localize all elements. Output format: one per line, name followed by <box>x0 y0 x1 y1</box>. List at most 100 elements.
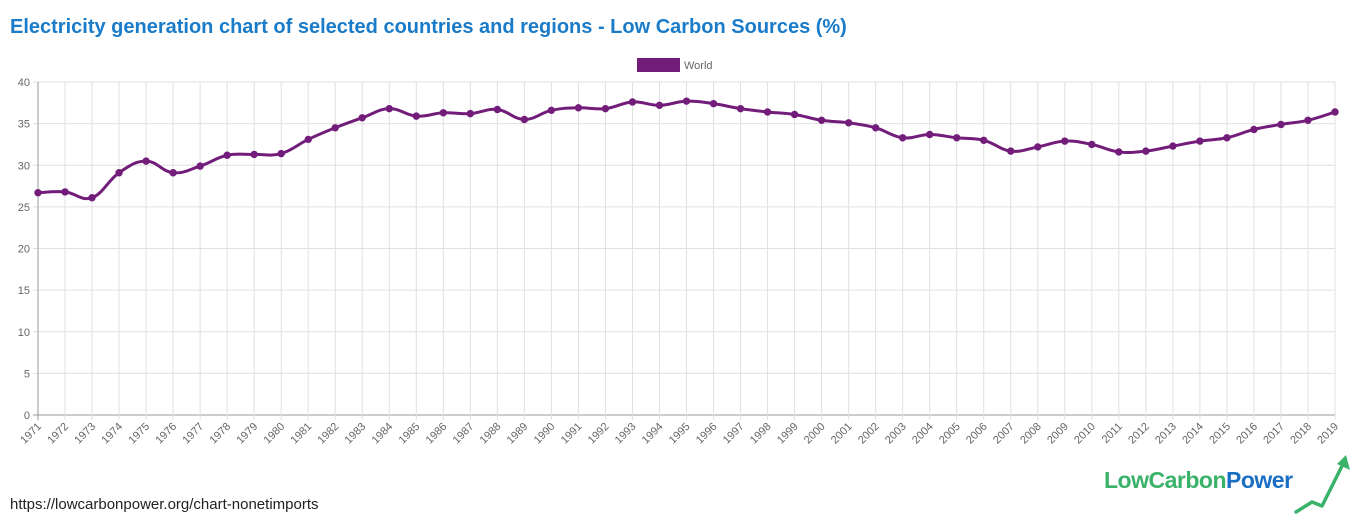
x-tick-label: 2006 <box>964 421 990 447</box>
data-point <box>574 104 583 112</box>
x-tick-label: 1989 <box>505 421 531 447</box>
y-tick-label: 0 <box>24 410 30 422</box>
data-point <box>925 130 934 139</box>
x-tick-label: 1976 <box>153 421 179 447</box>
x-tick-label: 2016 <box>1234 421 1260 447</box>
data-point <box>980 136 988 144</box>
y-tick-label: 5 <box>24 368 30 380</box>
data-point <box>1142 147 1150 155</box>
logo-text-power: Power <box>1226 467 1293 493</box>
data-point <box>1088 140 1096 149</box>
data-point <box>1007 147 1015 155</box>
x-tick-label: 1992 <box>586 421 612 447</box>
x-tick-label: 2009 <box>1045 421 1071 447</box>
x-tick-label: 1987 <box>451 421 477 447</box>
data-point <box>1034 143 1042 151</box>
data-point <box>1196 137 1204 145</box>
x-tick-label: 2008 <box>1018 421 1044 447</box>
data-point <box>88 194 96 202</box>
data-point <box>1304 116 1312 124</box>
data-point <box>358 114 366 122</box>
x-tick-label: 1974 <box>99 421 125 447</box>
x-tick-label: 1981 <box>289 421 315 447</box>
data-point <box>844 119 853 127</box>
y-tick-label: 10 <box>18 327 30 339</box>
data-point <box>1169 142 1177 150</box>
legend[interactable]: World <box>637 58 713 72</box>
x-tick-label: 1991 <box>559 421 585 447</box>
x-tick-label: 1988 <box>478 421 504 447</box>
data-point <box>547 106 556 115</box>
data-point <box>466 109 475 118</box>
x-tick-label: 2007 <box>991 421 1017 447</box>
data-point <box>1061 137 1069 145</box>
data-point <box>953 134 961 142</box>
x-tick-label: 2002 <box>856 421 882 447</box>
x-tick-label: 2000 <box>802 421 828 447</box>
data-point <box>61 188 69 196</box>
x-tick-label: 1995 <box>667 421 693 447</box>
y-tick-label: 15 <box>18 285 30 297</box>
source-url[interactable]: https://lowcarbonpower.org/chart-nonetim… <box>10 496 319 513</box>
data-point <box>34 189 42 197</box>
lowcarbonpower-logo[interactable]: LowCarbonPower <box>1104 467 1293 494</box>
data-point <box>331 124 339 132</box>
data-point <box>385 104 393 113</box>
x-tick-label: 1978 <box>207 421 233 447</box>
grid <box>33 81 1336 420</box>
data-point <box>817 116 826 124</box>
x-tick-label: 1972 <box>45 421 71 447</box>
x-tick-label: 1980 <box>262 421 288 447</box>
x-tick-label: 1982 <box>316 421 342 447</box>
x-tick-label: 1977 <box>180 421 206 447</box>
data-point <box>142 157 150 165</box>
data-point <box>1250 125 1258 134</box>
x-tick-label: 2004 <box>910 421 936 447</box>
x-tick-label: 2005 <box>937 421 963 447</box>
x-tick-label: 2019 <box>1315 421 1341 447</box>
x-tick-label: 2017 <box>1261 421 1287 447</box>
data-point <box>115 169 123 177</box>
x-tick-label: 1983 <box>343 421 369 447</box>
logo-text-lowcarbon: LowCarbon <box>1104 467 1227 493</box>
data-point <box>493 105 502 114</box>
x-tick-label: 1971 <box>18 421 44 447</box>
data-point <box>790 110 799 119</box>
y-tick-label: 35 <box>18 119 30 131</box>
x-tick-label: 1973 <box>72 421 98 447</box>
legend-label-world: World <box>684 60 713 72</box>
data-point <box>1331 108 1339 116</box>
x-tick-label: 2011 <box>1100 421 1125 446</box>
x-tick-label: 1975 <box>126 421 152 447</box>
x-tick-label: 2013 <box>1153 421 1179 447</box>
data-point <box>277 149 285 158</box>
legend-swatch-world <box>637 58 680 72</box>
x-tick-label: 1999 <box>775 421 801 447</box>
x-tick-label: 1979 <box>234 421 260 447</box>
data-point <box>520 115 529 124</box>
data-point <box>736 104 745 113</box>
data-point <box>709 99 718 108</box>
data-point <box>601 104 610 113</box>
x-tick-label: 2010 <box>1072 421 1098 447</box>
series-layer <box>34 97 1339 202</box>
data-point <box>682 97 691 105</box>
y-tick-label: 25 <box>18 202 30 214</box>
x-tick-label: 1998 <box>748 421 774 447</box>
x-tick-label: 1996 <box>694 421 720 447</box>
y-tick-label: 30 <box>18 160 30 172</box>
data-point <box>196 162 204 170</box>
y-tick-label: 40 <box>18 77 30 89</box>
data-point <box>1277 120 1285 129</box>
x-tick-label: 2001 <box>829 421 855 447</box>
x-tick-label: 2018 <box>1288 421 1314 447</box>
data-point <box>223 151 231 159</box>
chart-title: Electricity generation chart of selected… <box>10 16 847 38</box>
data-point <box>1115 148 1123 156</box>
x-tick-label: 1993 <box>613 421 639 447</box>
x-tick-label: 1986 <box>424 421 450 447</box>
data-point <box>655 101 664 110</box>
data-point <box>250 150 258 159</box>
x-tick-label: 1997 <box>721 421 747 447</box>
